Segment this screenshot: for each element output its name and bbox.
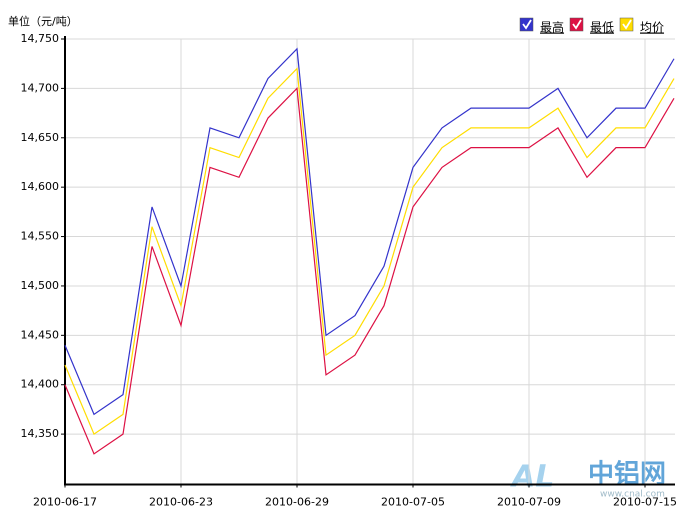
watermark-logo: AL <box>510 460 554 495</box>
legend-check <box>622 19 632 30</box>
series-line <box>64 87 675 455</box>
y-tick-label: 14,400 <box>21 378 60 391</box>
x-tick-label: 2010-06-23 <box>149 496 213 509</box>
legend-checkbox[interactable] <box>619 17 634 32</box>
x-tick-label: 2010-07-09 <box>497 496 561 509</box>
legend-checkbox[interactable] <box>569 17 584 32</box>
y-tick-label: 14,450 <box>21 328 60 341</box>
y-tick-label: 14,350 <box>21 427 60 440</box>
y-tick-label: 14,650 <box>21 131 60 144</box>
x-tick-label: 2010-06-17 <box>33 496 97 509</box>
x-tick-label: 2010-07-05 <box>381 496 445 509</box>
x-tick-label: 2010-07-15 <box>613 496 677 509</box>
y-tick-label: 14,700 <box>21 81 60 94</box>
legend-label[interactable]: 最高 <box>540 20 564 35</box>
watermark-url: www.cnal.com <box>600 490 665 500</box>
legend-label[interactable]: 最低 <box>590 21 614 35</box>
y-tick-label: 14,750 <box>21 32 60 45</box>
legend-check <box>522 19 532 30</box>
y-tick-label: 14,600 <box>21 180 60 193</box>
legend-label[interactable]: 均价 <box>640 21 664 35</box>
legend-check <box>572 19 582 30</box>
y-axis-label: 单位（元/吨） <box>8 14 78 28</box>
y-tick-label: 14,500 <box>21 279 60 292</box>
legend-checkbox[interactable] <box>519 17 534 32</box>
series-line <box>64 67 675 436</box>
y-tick-label: 14,550 <box>21 230 60 243</box>
x-tick-label: 2010-06-29 <box>265 496 329 509</box>
series-line <box>64 47 675 416</box>
